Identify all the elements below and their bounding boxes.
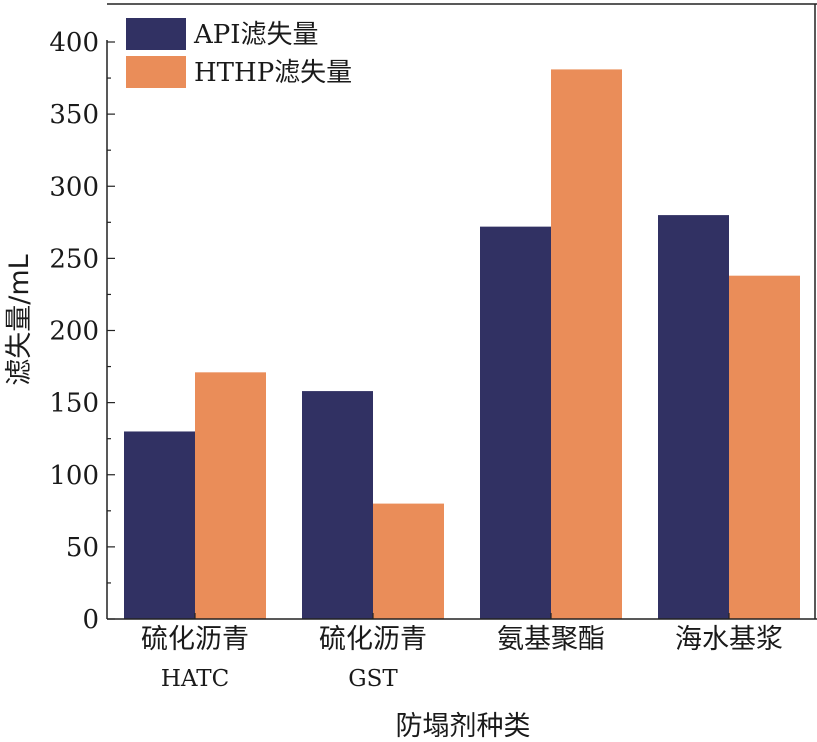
x-tick-label: 海水基浆 — [675, 624, 783, 655]
legend-label-api: API滤失量 — [193, 20, 319, 50]
bar-api-2 — [302, 391, 373, 619]
bar-hthp-3 — [551, 69, 622, 620]
legend: API滤失量 HTHP滤失量 — [126, 18, 352, 88]
axes-group — [106, 3, 817, 620]
x-tick-sublabel: HATC — [161, 666, 229, 692]
x-tick-label: 硫化沥青 — [319, 624, 427, 655]
bar-hthp-2 — [373, 503, 444, 619]
bar-hthp-4 — [729, 275, 800, 619]
x-tick-label: 氨基聚酯 — [497, 624, 605, 655]
y-tick-label: 300 — [49, 172, 99, 202]
legend-swatch-hthp — [126, 56, 186, 88]
y-tick-label: 250 — [49, 244, 99, 274]
bar-api-4 — [658, 215, 729, 619]
y-tick-label: 100 — [49, 461, 99, 491]
bars-group — [124, 69, 800, 620]
bar-api-1 — [124, 431, 195, 619]
y-tick-label: 400 — [49, 28, 99, 58]
bar-api-3 — [480, 226, 551, 619]
y-axis-title: 滤失量/mL — [4, 254, 35, 385]
x-tick-label: 硫化沥青 — [141, 624, 249, 655]
bar-hthp-1 — [195, 372, 266, 619]
y-tick-label: 200 — [49, 317, 99, 347]
x-tick-sublabel: GST — [348, 666, 398, 692]
x-axis-title: 防塌剂种类 — [396, 711, 531, 742]
y-tick-label: 50 — [66, 533, 99, 563]
y-tick-label: 0 — [82, 605, 99, 635]
legend-label-hthp: HTHP滤失量 — [194, 58, 352, 88]
legend-swatch-api — [126, 18, 186, 50]
y-tick-label: 150 — [49, 389, 99, 419]
labels-group: 0 50 100 150 200 250 300 350 400 硫化沥青 HATC 硫化沥青 GST 氨… — [49, 28, 783, 692]
y-tick-label: 350 — [49, 100, 99, 130]
